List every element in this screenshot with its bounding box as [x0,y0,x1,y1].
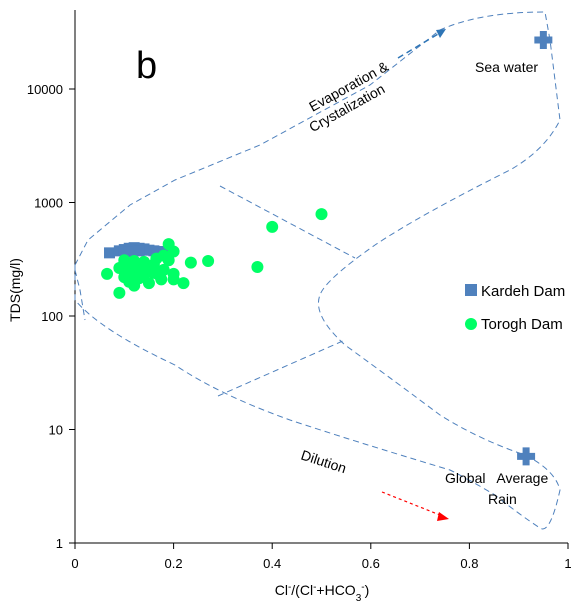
torogh-dam-point [167,245,180,258]
kardeh-dam-point [123,246,135,258]
torogh-dam-point [142,277,155,290]
global-rain-label-line1: Global Average [445,470,548,486]
torogh-dam-point [167,273,180,286]
y-tick-label: 100 [41,309,63,324]
kardeh-dam-point [133,245,145,257]
evaporation-arrow [397,29,446,59]
gibbs-envelope [74,11,561,530]
dilution-label: Dilution [299,447,348,477]
envelope-lower-divider [217,339,346,397]
torogh-dam-point [251,261,264,274]
torogh-dam-point [113,286,126,299]
x-axis-title: Cl-/(Cl-+HCO3-) [275,582,370,604]
series-torogh-dam [101,208,328,299]
global-rain-marker [517,447,536,466]
y-ticks: 1 10 100 1000 10000 [27,82,75,551]
torogh-dam-point [315,208,328,221]
sea-water-label: Sea water [475,59,538,75]
x-tick-label: 0 [71,556,78,571]
legend-marker-torogh-dam [465,318,477,330]
x-title-sup-3: - [361,582,364,593]
torogh-dam-point [128,255,141,268]
torogh-dam-point [123,268,136,281]
global-rain-label-line2: Rain [488,491,517,507]
torogh-dam-point [150,252,163,265]
y-tick-label: 1000 [34,196,63,211]
reference-markers [517,31,553,466]
y-tick-label: 10000 [27,82,63,97]
y-tick-label: 1 [56,536,63,551]
legend-label-kardeh-dam: Kardeh Dam [481,283,565,300]
torogh-dam-point [155,273,168,286]
torogh-dam-point [202,255,215,268]
envelope-outer-boundary [74,11,561,530]
x-title-sup-1: - [288,582,291,593]
x-title-sup-2: - [313,582,316,593]
torogh-dam-point [184,256,197,269]
x-tick-label: 0.6 [362,556,380,571]
legend-label-torogh-dam: Torogh Dam [481,316,563,333]
x-tick-label: 0.8 [460,556,478,571]
envelope-upper-divider [219,185,356,259]
kardeh-dam-point [104,247,116,259]
x-title-part-cl: Cl [275,582,288,598]
torogh-dam-point [118,254,131,267]
y-axis-title: TDS(mg/l) [7,258,23,322]
x-tick-label: 0.4 [263,556,281,571]
torogh-dam-point [157,263,170,276]
torogh-dam-point [138,262,151,275]
envelope-left-tail [74,269,86,321]
sea-water-marker [534,31,553,50]
legend: Kardeh Dam Torogh Dam [465,283,565,333]
dilution-arrow [381,491,449,521]
torogh-dam-point [101,267,114,280]
torogh-dam-point [162,254,175,267]
x-title-part-mid: /(Cl [291,582,313,598]
x-title-part-hco: +HCO [316,582,355,598]
x-tick-label: 1 [564,556,571,571]
x-tick-label: 0.2 [165,556,183,571]
legend-marker-kardeh-dam [465,284,477,296]
torogh-dam-point [177,277,190,290]
panel-label: b [136,45,157,87]
x-title-part-end: ) [365,582,370,598]
y-tick-label: 10 [49,423,63,438]
x-ticks: 0 0.2 0.4 0.6 0.8 1 [71,543,572,571]
evaporation-label: Evaporation & Crystalization [306,58,391,136]
torogh-dam-point [266,220,279,233]
x-title-sub: 3 [356,593,362,604]
